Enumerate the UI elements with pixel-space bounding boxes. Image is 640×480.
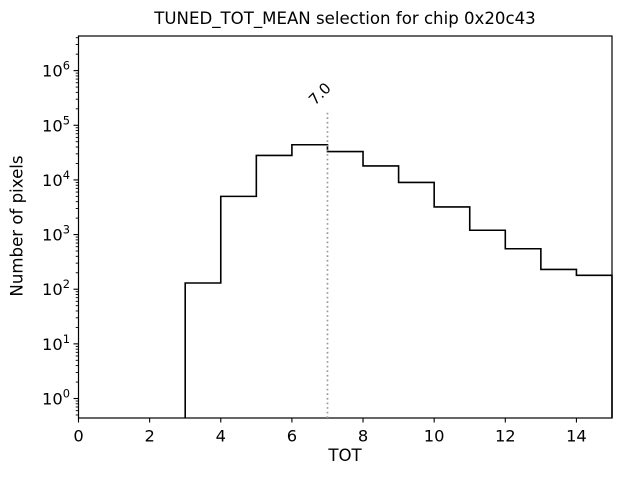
y-tick-label: 102 (42, 277, 70, 299)
x-tick-label: 8 (358, 427, 368, 446)
x-tick-label: 2 (144, 427, 154, 446)
x-tick-label: 12 (495, 427, 516, 446)
y-tick-label: 101 (42, 332, 70, 354)
y-tick-label: 104 (42, 168, 70, 190)
x-tick-label: 10 (424, 427, 445, 446)
axes-spines (77, 35, 613, 419)
chart-title: TUNED_TOT_MEAN selection for chip 0x20c4… (154, 9, 536, 28)
x-axis-label: TOT (328, 446, 362, 465)
x-tick-label: 0 (73, 427, 83, 446)
x-tick-label: 14 (566, 427, 587, 446)
y-tick-label: 100 (42, 387, 70, 409)
y-tick-label: 103 (42, 223, 70, 245)
y-tick-label: 105 (42, 113, 70, 135)
x-tick-label: 4 (216, 427, 226, 446)
x-tick-label: 6 (287, 427, 297, 446)
histogram-outline (184, 143, 613, 418)
y-tick-label: 106 (42, 59, 70, 81)
